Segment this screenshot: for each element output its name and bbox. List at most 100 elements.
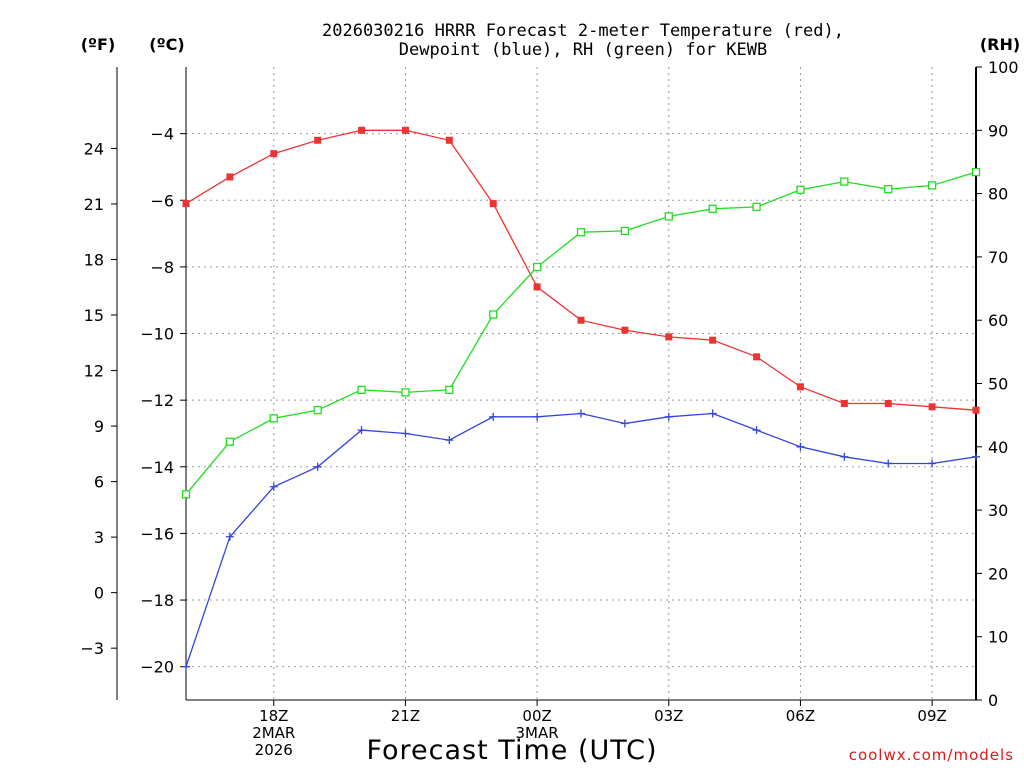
fahrenheit-tick-label: 15 xyxy=(84,306,104,325)
rh-point xyxy=(225,437,235,446)
fahrenheit-tick-label: 18 xyxy=(84,250,104,269)
rh-tick-label: 90 xyxy=(988,121,1008,140)
celsius-tick-label: −14 xyxy=(140,458,174,477)
rh-tick-label: 100 xyxy=(988,58,1019,77)
dewpoint-point xyxy=(620,419,629,428)
celsius-tick-label: −6 xyxy=(150,191,174,210)
rh-tick-label: 10 xyxy=(988,628,1008,647)
temperature-point xyxy=(577,316,585,324)
dewpoint-point xyxy=(225,532,234,541)
temperature-point xyxy=(533,283,541,291)
data-series xyxy=(181,126,981,671)
dewpoint-point xyxy=(182,662,190,671)
temperature-point xyxy=(445,136,453,144)
rh-point xyxy=(181,490,191,499)
dewpoint-point xyxy=(884,459,893,468)
temperature-point xyxy=(884,399,892,407)
rh-point xyxy=(752,202,761,212)
fahrenheit-tick-label: 21 xyxy=(84,195,104,214)
fahrenheit-unit-label: (ºF) xyxy=(81,35,116,54)
rh-tick-label: 50 xyxy=(988,375,1008,394)
rh-point xyxy=(313,405,322,415)
celsius-tick-label: −20 xyxy=(140,658,174,677)
rh-point xyxy=(489,310,498,319)
temperature-point xyxy=(270,150,278,158)
rh-tick-label: 30 xyxy=(988,501,1008,520)
fahrenheit-tick-label: 0 xyxy=(94,584,104,603)
temperature-point xyxy=(709,336,717,344)
dewpoint-line xyxy=(185,412,977,667)
x-tick-label: 21Z xyxy=(391,707,420,725)
rh-line xyxy=(185,171,977,495)
celsius-tick-label: −8 xyxy=(150,258,174,277)
dewpoint-point xyxy=(357,426,366,435)
x-tick-label: 18Z xyxy=(259,707,288,725)
rh-tick-label: 40 xyxy=(988,438,1008,457)
x-tick-label: 00Z xyxy=(522,707,551,725)
temperature-point xyxy=(226,173,234,181)
axes: −20 −18 −16 −14 −12 −10 −8 −6 −4 −3 0 3 6 9 12 15 18 21 24… xyxy=(80,58,1018,759)
x-tick-label: 03Z xyxy=(654,707,683,725)
x-tick-label: 2026 xyxy=(255,741,293,759)
temperature-point xyxy=(665,333,673,341)
fahrenheit-tick-label: 9 xyxy=(94,417,104,436)
series-temperature xyxy=(182,126,980,414)
dewpoint-point xyxy=(533,412,542,421)
rh-point xyxy=(401,388,410,397)
dewpoint-point xyxy=(972,452,980,461)
celsius-tick-label: −12 xyxy=(140,391,174,410)
rh-point xyxy=(796,185,805,194)
x-tick-label: 09Z xyxy=(917,707,946,725)
fahrenheit-tick-label: 3 xyxy=(94,528,104,547)
temperature-point xyxy=(972,406,980,414)
celsius-tick-label: −16 xyxy=(140,524,174,543)
temperature-point xyxy=(314,136,322,144)
x-tick-label: 06Z xyxy=(786,707,815,725)
rh-tick-label: 80 xyxy=(988,185,1008,204)
celsius-tick-label: −4 xyxy=(150,125,174,144)
temperature-point xyxy=(928,403,936,411)
x-axis-title: Forecast Time (UTC) xyxy=(366,735,657,766)
rh-point xyxy=(269,414,278,423)
rh-tick-label: 20 xyxy=(988,564,1008,583)
rh-tick-label: 70 xyxy=(988,248,1008,267)
celsius-unit-label: (ºC) xyxy=(149,35,184,54)
chart-title-line2: Dewpoint (blue), RH (green) for KEWB xyxy=(399,40,767,60)
dewpoint-point xyxy=(708,409,717,418)
dewpoint-point xyxy=(752,426,761,435)
rh-point xyxy=(708,204,717,213)
temperature-point xyxy=(401,126,409,134)
rh-point xyxy=(576,228,586,237)
celsius-tick-label: −10 xyxy=(140,325,174,344)
fahrenheit-tick-label: 12 xyxy=(84,362,104,381)
dewpoint-point xyxy=(577,409,585,418)
rh-unit-label: (RH) xyxy=(980,35,1020,54)
dewpoint-point xyxy=(796,442,805,451)
grid-lines xyxy=(186,67,976,700)
temperature-point xyxy=(621,326,629,334)
fahrenheit-tick-label: 24 xyxy=(84,139,104,158)
temperature-point xyxy=(840,399,848,407)
credit-label: coolwx.com/models xyxy=(849,746,1014,764)
rh-point xyxy=(971,167,981,177)
celsius-tick-label: −18 xyxy=(140,591,174,610)
dewpoint-point xyxy=(269,482,278,491)
fahrenheit-tick-label: 6 xyxy=(94,473,104,492)
dewpoint-point xyxy=(664,412,673,421)
temperature-point xyxy=(489,200,497,208)
rh-point xyxy=(357,385,366,394)
dewpoint-point xyxy=(401,429,410,438)
dewpoint-point xyxy=(313,462,322,471)
dewpoint-point xyxy=(840,452,849,461)
chart-title-line1: 2026030216 HRRR Forecast 2-meter Tempera… xyxy=(322,21,844,41)
rh-point xyxy=(884,185,893,194)
x-tick-label: 2MAR xyxy=(252,724,295,742)
dewpoint-point xyxy=(445,436,454,445)
temperature-line xyxy=(185,129,977,411)
fahrenheit-tick-label: −3 xyxy=(80,639,104,658)
rh-point xyxy=(927,181,937,190)
series-dewpoint xyxy=(182,409,980,671)
temperature-point xyxy=(182,200,190,208)
rh-tick-label: 0 xyxy=(988,691,998,710)
